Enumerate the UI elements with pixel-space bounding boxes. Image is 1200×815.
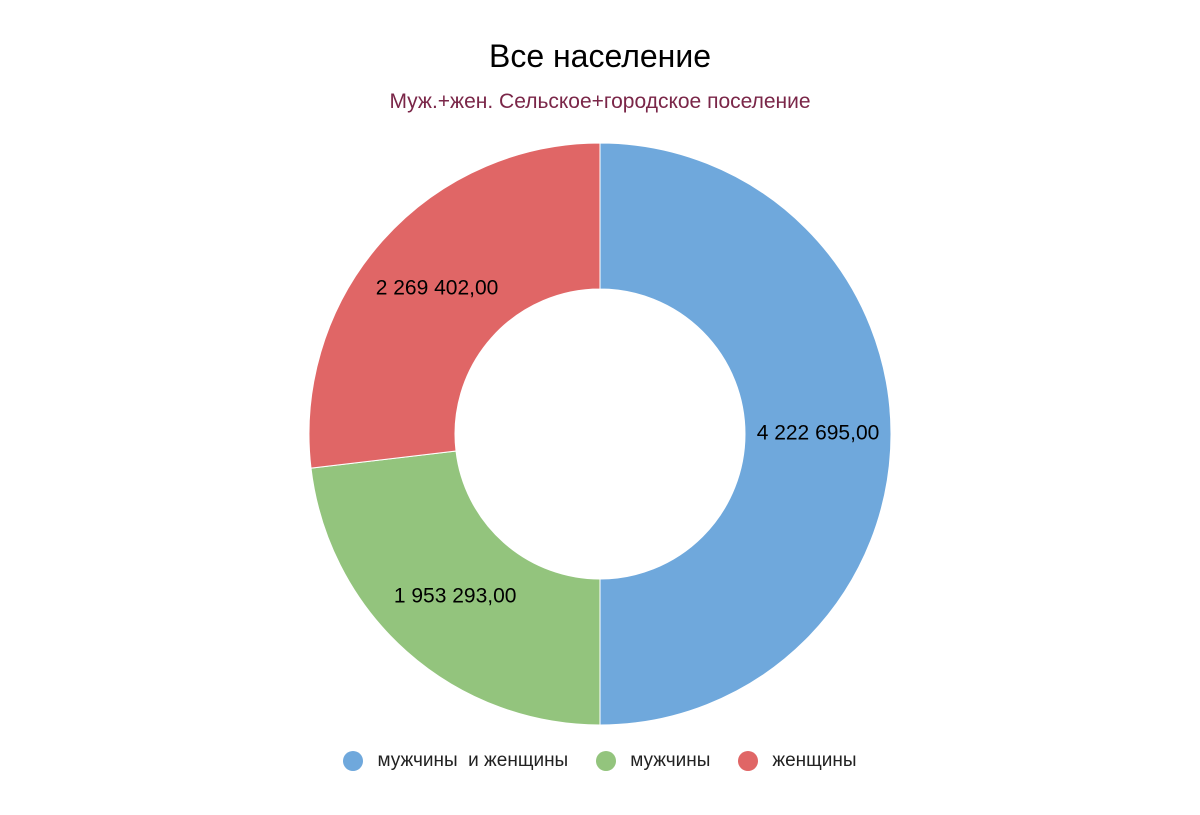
data-label-men-and-women: 4 222 695,00 (757, 422, 880, 445)
legend-label-men-and-women: мужчины и женщины (377, 750, 569, 771)
chart-subtitle: Муж.+жен. Сельское+городское поселение (389, 90, 811, 113)
data-label-men: 1 953 293,00 (394, 584, 517, 607)
legend: мужчины и женщины мужчины женщины (0, 750, 1200, 772)
slice-women (308, 142, 601, 469)
legend-label-men: мужчины (630, 750, 711, 771)
legend-marker-men (596, 751, 617, 771)
legend-marker-men-and-women (343, 751, 364, 771)
legend-item-women: женщины (738, 750, 857, 772)
legend-item-men: мужчины (596, 750, 710, 772)
slice-men-and-women (599, 142, 892, 726)
legend-label-women: женщины (772, 750, 857, 771)
data-label-women: 2 269 402,00 (376, 277, 499, 300)
legend-marker-women (738, 751, 759, 771)
legend-item-men-and-women: мужчины и женщины (343, 750, 568, 772)
slice-men (310, 450, 601, 726)
chart-title: Все население (488, 38, 712, 74)
